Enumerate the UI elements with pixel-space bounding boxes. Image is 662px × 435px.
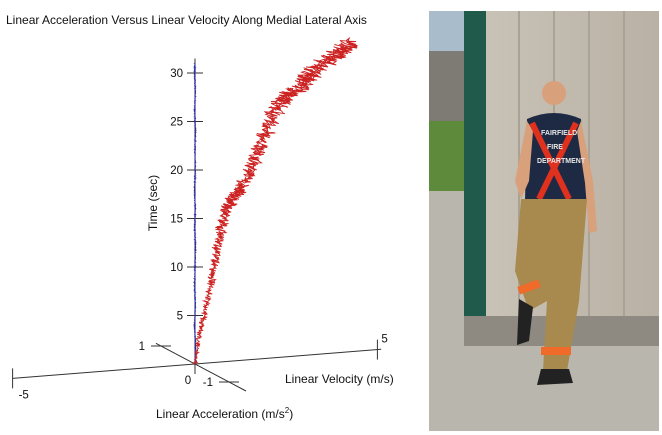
series-line-1	[192, 36, 358, 365]
acceleration-axis-label: Linear Acceleration (m/s2)	[156, 406, 293, 421]
velocity-axis-label: Linear Velocity (m/s)	[285, 372, 394, 386]
axis-labels: Time (sec) Linear Velocity (m/s) Linear …	[146, 175, 394, 421]
suspender-right	[536, 121, 579, 201]
acceleration-axis	[155, 342, 247, 392]
velocity-tick-label-0: -5	[19, 389, 29, 401]
grass	[429, 121, 469, 201]
left-boot	[517, 299, 533, 345]
head	[542, 81, 566, 105]
chart-3d: Linear Acceleration Versus Linear Veloci…	[6, 13, 394, 421]
time-tick-label-1: 10	[170, 262, 183, 274]
right-arm	[577, 121, 597, 233]
firefighter-photo: FAIRFIELD FIRE DEPARTMENT	[429, 11, 659, 431]
series-line-0	[192, 63, 198, 365]
velocity-tick-label-1: 0	[185, 375, 191, 387]
time-tick-label-2: 15	[170, 214, 183, 226]
acceleration-tick-label-0: 1	[139, 341, 145, 353]
shirt-text-3: DEPARTMENT	[537, 158, 586, 165]
right-boot	[537, 369, 573, 385]
firefighter: FAIRFIELD FIRE DEPARTMENT	[515, 81, 597, 385]
time-tick-label-4: 25	[170, 117, 183, 129]
suspender-left	[529, 121, 572, 201]
axes: 5 10 15 20 25 30 -5 0 5 1 -1	[12, 58, 388, 401]
time-tick-label-3: 20	[170, 165, 183, 177]
green-door-frame	[464, 11, 486, 321]
reflective-stripe-knee	[517, 279, 541, 295]
reflective-stripe-ankle	[541, 347, 571, 355]
acceleration-label-end: )	[289, 407, 293, 421]
acceleration-tick-label-1: -1	[203, 377, 213, 389]
velocity-axis	[12, 348, 382, 379]
time-tick-label-5: 30	[170, 68, 183, 80]
firefighter-photo-illustration: FAIRFIELD FIRE DEPARTMENT	[429, 11, 659, 431]
shirt-text-2: FIRE	[547, 144, 563, 151]
shirt-text-1: FAIRFIELD	[541, 130, 577, 137]
chart-title: Linear Acceleration Versus Linear Veloci…	[6, 13, 367, 27]
series	[192, 36, 358, 365]
time-tick-label-0: 5	[177, 311, 183, 323]
time-axis-label: Time (sec)	[146, 175, 160, 231]
background-building	[429, 51, 469, 121]
left-arm	[515, 121, 533, 199]
turnout-pants	[515, 199, 587, 371]
acceleration-label-sup: 2	[285, 406, 290, 415]
acceleration-label-main: Linear Acceleration (m/s	[156, 407, 285, 421]
velocity-tick-label-2: 5	[381, 334, 387, 346]
